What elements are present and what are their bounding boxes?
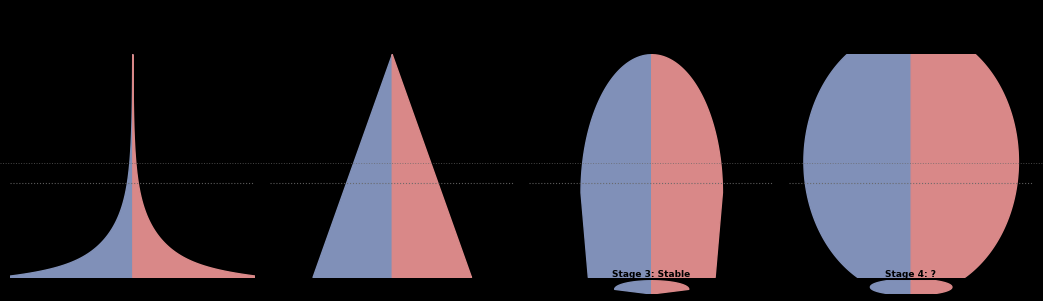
Text: Stage 4: ?: Stage 4: ? (886, 270, 937, 279)
Text: Stage 3: Stable: Stage 3: Stable (612, 270, 690, 279)
